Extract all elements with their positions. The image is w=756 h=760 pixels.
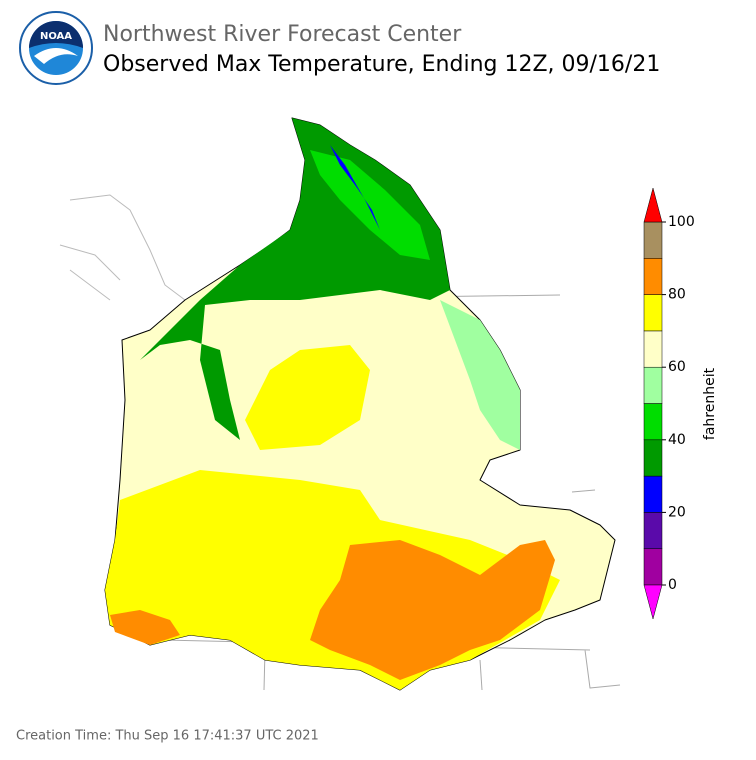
region-yellow-north [245, 345, 370, 450]
colorbar-segment [643, 258, 663, 295]
map [59, 117, 621, 691]
colorbar-tick-label: 40 [668, 432, 686, 448]
logo-bird [34, 48, 78, 64]
colorbar-tick-label: 60 [668, 359, 686, 375]
colorbar-segment [643, 475, 663, 513]
colorbar-segment [643, 548, 663, 586]
colorbar-over [643, 187, 663, 223]
colorbar-segment [643, 512, 663, 549]
colorbar: 0 20 40 60 80 100 [643, 187, 695, 620]
region-orange [310, 540, 555, 680]
colorbar-segment [643, 221, 663, 259]
creation-time: Creation Time: Thu Sep 16 17:41:37 UTC 2… [16, 729, 319, 744]
subtitle: Observed Max Temperature, Ending 12Z, 09… [103, 52, 660, 77]
colorbar-tick-label: 100 [668, 214, 695, 230]
colorbar-segment [643, 294, 663, 332]
region-green [310, 150, 430, 260]
colorbar-tick-label: 20 [668, 504, 686, 520]
colorbar-segment [643, 403, 663, 441]
region-blue [330, 145, 380, 230]
colorbar-tick-label: 80 [668, 287, 686, 303]
colorbar-segment [643, 439, 663, 477]
title: Northwest River Forecast Center [103, 22, 462, 47]
colorbar-label: fahrenheit [702, 367, 718, 440]
logo-text: NOAA [40, 31, 72, 42]
region-orange-coast [110, 610, 180, 645]
colorbar-segment [643, 366, 663, 404]
colorbar-tick-label: 0 [668, 577, 677, 593]
noaa-logo: NOAA [19, 11, 93, 85]
colorbar-segment [643, 330, 663, 368]
logo-top [29, 21, 83, 48]
region-light-green [440, 300, 520, 450]
colorbar-under [643, 584, 663, 620]
coastline [59, 194, 186, 301]
